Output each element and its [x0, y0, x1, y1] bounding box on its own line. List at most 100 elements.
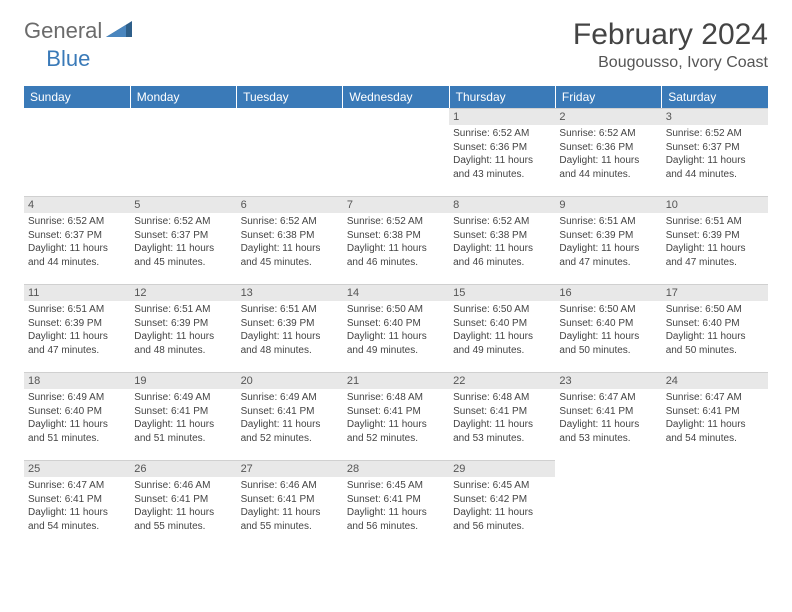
- calendar-cell: [130, 108, 236, 196]
- logo-text-blue: Blue: [46, 46, 90, 72]
- day-number: 21: [343, 372, 449, 389]
- calendar-cell: 26Sunrise: 6:46 AMSunset: 6:41 PMDayligh…: [130, 460, 236, 548]
- day-content: Sunrise: 6:48 AMSunset: 6:41 PMDaylight:…: [343, 389, 449, 449]
- day-number: 7: [343, 196, 449, 213]
- calendar-cell: 23Sunrise: 6:47 AMSunset: 6:41 PMDayligh…: [555, 372, 661, 460]
- day-number: 1: [449, 108, 555, 125]
- day-number: 18: [24, 372, 130, 389]
- day-content: Sunrise: 6:52 AMSunset: 6:36 PMDaylight:…: [449, 125, 555, 185]
- day-content: Sunrise: 6:50 AMSunset: 6:40 PMDaylight:…: [662, 301, 768, 361]
- day-content: Sunrise: 6:52 AMSunset: 6:38 PMDaylight:…: [449, 213, 555, 273]
- day-content: Sunrise: 6:45 AMSunset: 6:41 PMDaylight:…: [343, 477, 449, 537]
- day-number: 25: [24, 460, 130, 477]
- day-content: Sunrise: 6:52 AMSunset: 6:38 PMDaylight:…: [237, 213, 343, 273]
- calendar-cell: 7Sunrise: 6:52 AMSunset: 6:38 PMDaylight…: [343, 196, 449, 284]
- day-content: Sunrise: 6:50 AMSunset: 6:40 PMDaylight:…: [343, 301, 449, 361]
- day-number: 24: [662, 372, 768, 389]
- day-content: Sunrise: 6:47 AMSunset: 6:41 PMDaylight:…: [24, 477, 130, 537]
- day-content: Sunrise: 6:48 AMSunset: 6:41 PMDaylight:…: [449, 389, 555, 449]
- calendar-cell: 22Sunrise: 6:48 AMSunset: 6:41 PMDayligh…: [449, 372, 555, 460]
- weekday-header: Thursday: [449, 86, 555, 108]
- calendar-cell: 10Sunrise: 6:51 AMSunset: 6:39 PMDayligh…: [662, 196, 768, 284]
- day-content: Sunrise: 6:49 AMSunset: 6:41 PMDaylight:…: [130, 389, 236, 449]
- day-number: 2: [555, 108, 661, 125]
- day-number: 6: [237, 196, 343, 213]
- day-number: 8: [449, 196, 555, 213]
- calendar-cell: 25Sunrise: 6:47 AMSunset: 6:41 PMDayligh…: [24, 460, 130, 548]
- day-content: Sunrise: 6:51 AMSunset: 6:39 PMDaylight:…: [662, 213, 768, 273]
- calendar-cell: 3Sunrise: 6:52 AMSunset: 6:37 PMDaylight…: [662, 108, 768, 196]
- calendar-cell: 12Sunrise: 6:51 AMSunset: 6:39 PMDayligh…: [130, 284, 236, 372]
- calendar-cell: 8Sunrise: 6:52 AMSunset: 6:38 PMDaylight…: [449, 196, 555, 284]
- logo-text-general: General: [24, 18, 102, 44]
- calendar-cell: 17Sunrise: 6:50 AMSunset: 6:40 PMDayligh…: [662, 284, 768, 372]
- calendar-cell: 4Sunrise: 6:52 AMSunset: 6:37 PMDaylight…: [24, 196, 130, 284]
- title-block: February 2024 Bougousso, Ivory Coast: [573, 18, 768, 72]
- day-number: 26: [130, 460, 236, 477]
- calendar-table: SundayMondayTuesdayWednesdayThursdayFrid…: [24, 86, 768, 548]
- day-number: 20: [237, 372, 343, 389]
- calendar-cell: 9Sunrise: 6:51 AMSunset: 6:39 PMDaylight…: [555, 196, 661, 284]
- day-number: 10: [662, 196, 768, 213]
- calendar-cell: 29Sunrise: 6:45 AMSunset: 6:42 PMDayligh…: [449, 460, 555, 548]
- month-title: February 2024: [573, 18, 768, 52]
- day-number: 5: [130, 196, 236, 213]
- calendar-cell: 18Sunrise: 6:49 AMSunset: 6:40 PMDayligh…: [24, 372, 130, 460]
- calendar-cell: 19Sunrise: 6:49 AMSunset: 6:41 PMDayligh…: [130, 372, 236, 460]
- day-number: 3: [662, 108, 768, 125]
- day-content: Sunrise: 6:51 AMSunset: 6:39 PMDaylight:…: [24, 301, 130, 361]
- weekday-header: Friday: [555, 86, 661, 108]
- calendar-cell: 2Sunrise: 6:52 AMSunset: 6:36 PMDaylight…: [555, 108, 661, 196]
- weekday-header: Monday: [130, 86, 236, 108]
- day-number: 12: [130, 284, 236, 301]
- weekday-header: Sunday: [24, 86, 130, 108]
- day-number: 4: [24, 196, 130, 213]
- day-content: Sunrise: 6:52 AMSunset: 6:37 PMDaylight:…: [24, 213, 130, 273]
- logo-triangle-icon: [106, 19, 132, 44]
- calendar-cell: 1Sunrise: 6:52 AMSunset: 6:36 PMDaylight…: [449, 108, 555, 196]
- day-content: Sunrise: 6:49 AMSunset: 6:40 PMDaylight:…: [24, 389, 130, 449]
- calendar-cell: [24, 108, 130, 196]
- calendar-cell: 28Sunrise: 6:45 AMSunset: 6:41 PMDayligh…: [343, 460, 449, 548]
- day-number: 19: [130, 372, 236, 389]
- location: Bougousso, Ivory Coast: [573, 54, 768, 72]
- weekday-header: Saturday: [662, 86, 768, 108]
- calendar-cell: [555, 460, 661, 548]
- calendar-cell: 24Sunrise: 6:47 AMSunset: 6:41 PMDayligh…: [662, 372, 768, 460]
- day-number: 28: [343, 460, 449, 477]
- calendar-body: 1Sunrise: 6:52 AMSunset: 6:36 PMDaylight…: [24, 108, 768, 548]
- calendar-header-row: SundayMondayTuesdayWednesdayThursdayFrid…: [24, 86, 768, 108]
- day-number: 9: [555, 196, 661, 213]
- day-number: 27: [237, 460, 343, 477]
- calendar-cell: 11Sunrise: 6:51 AMSunset: 6:39 PMDayligh…: [24, 284, 130, 372]
- weekday-header: Tuesday: [237, 86, 343, 108]
- day-content: Sunrise: 6:47 AMSunset: 6:41 PMDaylight:…: [662, 389, 768, 449]
- day-content: Sunrise: 6:47 AMSunset: 6:41 PMDaylight:…: [555, 389, 661, 449]
- day-content: Sunrise: 6:46 AMSunset: 6:41 PMDaylight:…: [237, 477, 343, 537]
- day-number: 15: [449, 284, 555, 301]
- day-number: 29: [449, 460, 555, 477]
- day-content: Sunrise: 6:45 AMSunset: 6:42 PMDaylight:…: [449, 477, 555, 537]
- day-content: Sunrise: 6:49 AMSunset: 6:41 PMDaylight:…: [237, 389, 343, 449]
- day-number: 11: [24, 284, 130, 301]
- calendar-cell: 14Sunrise: 6:50 AMSunset: 6:40 PMDayligh…: [343, 284, 449, 372]
- day-content: Sunrise: 6:51 AMSunset: 6:39 PMDaylight:…: [237, 301, 343, 361]
- calendar-cell: 15Sunrise: 6:50 AMSunset: 6:40 PMDayligh…: [449, 284, 555, 372]
- calendar-cell: [237, 108, 343, 196]
- day-content: Sunrise: 6:52 AMSunset: 6:38 PMDaylight:…: [343, 213, 449, 273]
- day-content: Sunrise: 6:46 AMSunset: 6:41 PMDaylight:…: [130, 477, 236, 537]
- day-number: 17: [662, 284, 768, 301]
- calendar-cell: 5Sunrise: 6:52 AMSunset: 6:37 PMDaylight…: [130, 196, 236, 284]
- day-number: 22: [449, 372, 555, 389]
- day-content: Sunrise: 6:52 AMSunset: 6:37 PMDaylight:…: [130, 213, 236, 273]
- calendar-cell: 16Sunrise: 6:50 AMSunset: 6:40 PMDayligh…: [555, 284, 661, 372]
- logo: General: [24, 18, 134, 44]
- calendar-cell: 13Sunrise: 6:51 AMSunset: 6:39 PMDayligh…: [237, 284, 343, 372]
- day-number: 13: [237, 284, 343, 301]
- day-number: 16: [555, 284, 661, 301]
- calendar-cell: 21Sunrise: 6:48 AMSunset: 6:41 PMDayligh…: [343, 372, 449, 460]
- weekday-header: Wednesday: [343, 86, 449, 108]
- calendar-cell: 27Sunrise: 6:46 AMSunset: 6:41 PMDayligh…: [237, 460, 343, 548]
- calendar-cell: [662, 460, 768, 548]
- calendar-cell: 6Sunrise: 6:52 AMSunset: 6:38 PMDaylight…: [237, 196, 343, 284]
